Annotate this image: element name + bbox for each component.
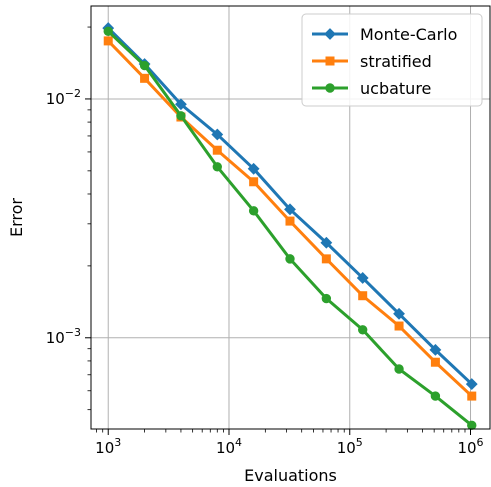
legend-label-stratified: stratified [360,52,432,71]
data-point-ucbature [285,254,295,264]
x-tick-label: 104 [216,436,242,457]
legend-marker-monte-carlo [324,28,336,40]
data-point-stratified [212,145,222,155]
series-layer [102,22,478,431]
axis-ticks: 103 104 105 106 10−3 10−2 [46,26,484,457]
data-point-ucbature [430,391,441,401]
data-point-monte-carlo [211,128,224,141]
y-tick-label: 10−2 [46,87,81,108]
plot-frame [90,5,491,430]
data-point-stratified [467,391,477,401]
legend-box [301,13,483,107]
data-point-ucbature [467,420,477,431]
y-axis-label: Error [7,198,26,237]
x-tick-label: 103 [95,436,121,457]
data-point-ucbature [394,364,404,374]
data-point-monte-carlo [465,378,478,390]
legend-marker-ucbature [325,83,335,93]
data-point-stratified [249,177,259,187]
legend: Monte-Carlo stratified ucbature [301,13,483,107]
x-axis-label: Evaluations [244,466,337,485]
x-tick-label: 105 [337,436,363,457]
data-point-monte-carlo [247,162,260,175]
data-point-stratified [140,73,150,83]
data-point-ucbature [248,206,259,216]
legend-label-ucbature: ucbature [360,79,431,98]
data-point-stratified [358,291,368,301]
data-point-stratified [394,321,404,331]
data-point-ucbature [139,60,150,71]
series-ucbature [103,26,477,431]
data-point-monte-carlo [175,98,187,111]
data-point-monte-carlo [356,272,369,284]
series-monte-carlo [102,22,478,390]
data-point-ucbature [212,162,222,172]
y-tick-label: 10−3 [46,326,81,347]
data-point-monte-carlo [320,236,333,249]
data-point-monte-carlo [429,343,442,356]
data-point-ucbature [357,325,368,335]
data-point-stratified [103,36,113,46]
legend-label-monte-carlo: Monte-Carlo [360,25,457,44]
legend-marker-stratified [325,56,335,66]
data-point-stratified [430,357,440,367]
data-point-ucbature [103,26,113,36]
data-point-monte-carlo [393,307,405,320]
data-point-stratified [321,254,331,264]
data-point-ucbature [321,293,332,304]
x-tick-label: 106 [457,436,483,457]
data-point-ucbature [176,111,186,121]
data-point-monte-carlo [284,203,296,216]
data-point-stratified [285,216,295,226]
